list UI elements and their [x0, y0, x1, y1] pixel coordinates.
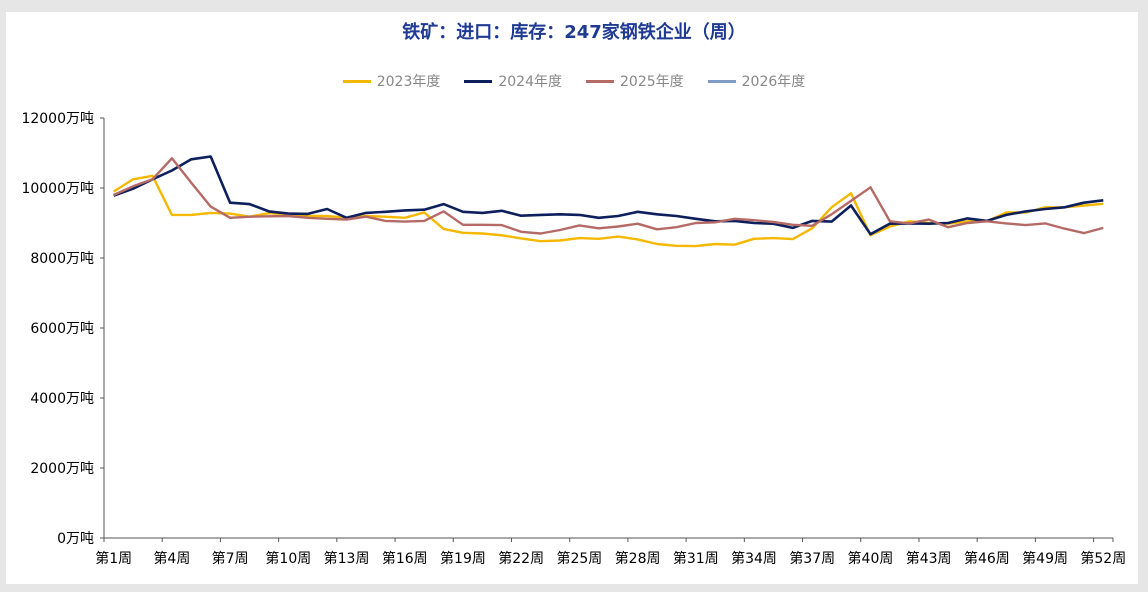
y-tick-label: 8000万吨 — [30, 251, 94, 267]
legend-item-2024: 2024年度 — [464, 71, 562, 91]
x-tick-label: 第16周 — [382, 550, 428, 567]
legend-swatch-2025 — [586, 79, 614, 83]
x-tick-label: 第43周 — [906, 550, 952, 567]
x-tick-label: 第10周 — [265, 550, 311, 567]
x-tick-label: 第37周 — [789, 550, 835, 567]
x-tick-label: 第31周 — [673, 550, 719, 567]
series-layer — [113, 155, 1104, 248]
x-tick-label: 第7周 — [212, 550, 249, 567]
y-tick-label: 0万吨 — [57, 531, 94, 547]
legend-label-2026: 2026年度 — [741, 74, 806, 90]
series-line-2024年度 — [113, 155, 1104, 236]
axes — [100, 117, 1114, 542]
y-tick-label: 10000万吨 — [21, 181, 94, 197]
legend-item-2026: 2026年度 — [707, 71, 806, 91]
legend-label-2025: 2025年度 — [620, 74, 684, 90]
y-tick-label: 12000万吨 — [21, 111, 94, 127]
x-tick-label: 第19周 — [440, 550, 486, 567]
x-tick-label: 第22周 — [498, 550, 544, 567]
legend-label-2024: 2024年度 — [498, 74, 562, 90]
legend-item-2023: 2023年度 — [342, 71, 441, 91]
legend-item-2025: 2025年度 — [586, 71, 684, 91]
x-tick-label: 第46周 — [964, 550, 1010, 567]
x-tick-label: 第4周 — [153, 550, 190, 567]
legend-label-2023: 2023年度 — [376, 74, 441, 90]
tick-layer: 12000万吨 10000万吨 8000万吨 6000万吨 4000万吨 2000万吨 0万… — [21, 111, 1126, 567]
legend-swatch-2024 — [464, 79, 493, 83]
x-tick-label: 第25周 — [556, 550, 602, 567]
legend-swatch-2026 — [707, 79, 736, 83]
x-tick-label: 第34周 — [731, 550, 777, 567]
series-line-2025年度 — [113, 157, 1104, 235]
x-tick-label: 第40周 — [848, 550, 894, 567]
x-tick-label: 第52周 — [1080, 550, 1126, 567]
x-tick-label: 第49周 — [1022, 550, 1068, 567]
y-tick-label: 4000万吨 — [30, 391, 94, 407]
y-tick-label: 2000万吨 — [30, 461, 94, 477]
x-tick-label: 第1周 — [95, 550, 132, 567]
x-tick-label: 第28周 — [615, 550, 661, 567]
y-tick-label: 6000万吨 — [30, 321, 94, 337]
chart-title: 铁矿：进口：库存：247家钢铁企业（周） — [402, 22, 746, 43]
chart-panel — [6, 12, 1138, 584]
x-tick-label: 第13周 — [324, 550, 370, 567]
series-line-2023年度 — [113, 174, 1104, 248]
legend-swatch-2023 — [342, 79, 371, 83]
legend: 2023年度 2024年度 2025年度 2026年度 — [0, 71, 1148, 91]
